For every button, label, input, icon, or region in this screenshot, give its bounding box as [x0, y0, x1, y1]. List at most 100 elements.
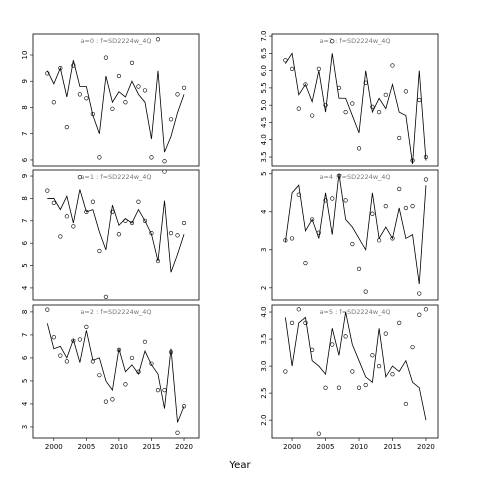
- data-point: [168, 230, 174, 236]
- data-point: [350, 101, 355, 106]
- data-point: [97, 155, 102, 160]
- data-point: [77, 175, 82, 180]
- y-tick-label: 5.5: [260, 82, 268, 93]
- data-point: [336, 385, 342, 390]
- data-point: [403, 205, 408, 211]
- y-tick-label: 6.0: [260, 65, 268, 76]
- data-point: [97, 373, 102, 378]
- y-tick-label: 2.5: [260, 388, 268, 399]
- data-point: [410, 204, 415, 209]
- data-point: [410, 345, 415, 350]
- data-point: [330, 196, 335, 201]
- data-point: [316, 431, 321, 436]
- data-point: [423, 307, 429, 312]
- x-tick-label: 2015: [384, 443, 402, 451]
- data-point: [136, 84, 141, 89]
- series-line: [46, 323, 185, 423]
- data-point: [110, 397, 115, 402]
- panel-frame: [32, 33, 200, 167]
- data-point: [303, 261, 308, 266]
- data-point: [175, 430, 180, 435]
- data-point: [356, 385, 362, 390]
- y-tick-label: 3.5: [260, 151, 268, 162]
- series-line: [284, 311, 427, 421]
- panel-title: a=2 : f=SD2224w_4Q: [80, 308, 151, 316]
- data-point: [289, 320, 295, 325]
- x-tick-label: 2005: [317, 443, 335, 451]
- panel-frame: [32, 304, 200, 439]
- data-point: [64, 359, 69, 364]
- data-point: [390, 372, 395, 377]
- data-point: [58, 234, 63, 239]
- data-point: [350, 242, 355, 247]
- data-point: [403, 401, 408, 407]
- data-point: [397, 186, 402, 192]
- data-point: [181, 85, 187, 90]
- panel-title: a=5 : f=SD2224w_4Q: [319, 308, 390, 316]
- x-tick-label: 2005: [77, 443, 95, 451]
- data-point: [370, 211, 375, 216]
- data-point: [162, 169, 167, 174]
- y-tick-label: 5: [21, 263, 29, 267]
- data-point: [123, 382, 128, 387]
- y-tick-label: 6: [21, 157, 29, 162]
- y-tick-label: 3: [21, 425, 29, 429]
- data-point: [155, 37, 161, 42]
- data-point: [123, 100, 128, 105]
- x-axis-label: Year: [228, 460, 251, 471]
- data-point: [343, 198, 348, 203]
- data-point: [168, 117, 174, 122]
- data-point: [71, 224, 76, 229]
- data-point: [397, 135, 402, 141]
- data-point: [142, 88, 148, 93]
- y-tick-label: 7.0: [260, 31, 268, 42]
- y-tick-label: 2: [260, 286, 268, 290]
- data-point: [296, 106, 301, 111]
- data-point: [370, 353, 375, 358]
- panel-title: a=0 : f=SD2224w_4Q: [80, 37, 151, 45]
- panel-title: a=4 : f=SD2224w_4Q: [319, 173, 390, 181]
- y-tick-label: 4.0: [260, 134, 268, 145]
- x-tick-label: 2015: [143, 443, 161, 451]
- data-point: [77, 337, 82, 342]
- data-point: [142, 339, 148, 344]
- y-tick-label: 7: [21, 219, 29, 223]
- data-point: [383, 204, 388, 209]
- data-point: [162, 388, 167, 393]
- data-point: [296, 307, 301, 312]
- y-tick-label: 5: [21, 379, 29, 383]
- x-tick-label: 2000: [45, 443, 63, 451]
- data-point: [330, 39, 335, 44]
- data-point: [45, 307, 50, 312]
- data-point: [289, 66, 295, 72]
- data-point: [175, 233, 180, 238]
- y-tick-label: 7: [21, 333, 29, 337]
- y-tick-label: 8: [21, 310, 29, 314]
- y-tick-label: 3.0: [260, 361, 268, 372]
- panel-frame: [271, 304, 439, 439]
- data-point: [97, 248, 102, 254]
- y-tick-label: 6.5: [260, 48, 268, 59]
- data-point: [423, 177, 429, 182]
- x-tick-label: 2000: [283, 443, 301, 451]
- y-tick-label: 9: [21, 174, 29, 178]
- data-point: [376, 363, 382, 369]
- series-line: [285, 52, 427, 164]
- data-point: [116, 232, 122, 237]
- x-tick-label: 2010: [350, 443, 368, 451]
- data-point: [283, 369, 288, 374]
- y-tick-label: 6: [21, 355, 29, 360]
- data-point: [103, 55, 109, 60]
- data-point: [103, 294, 109, 299]
- y-tick-label: 4: [260, 209, 268, 214]
- data-point: [363, 382, 368, 388]
- data-point: [162, 159, 167, 164]
- y-tick-label: 2.0: [260, 415, 268, 426]
- data-point: [356, 266, 362, 271]
- x-tick-label: 2020: [175, 443, 193, 451]
- y-tick-label: 4: [21, 285, 29, 290]
- data-point: [417, 312, 422, 317]
- data-point: [149, 155, 154, 160]
- y-tick-label: 5: [260, 172, 268, 176]
